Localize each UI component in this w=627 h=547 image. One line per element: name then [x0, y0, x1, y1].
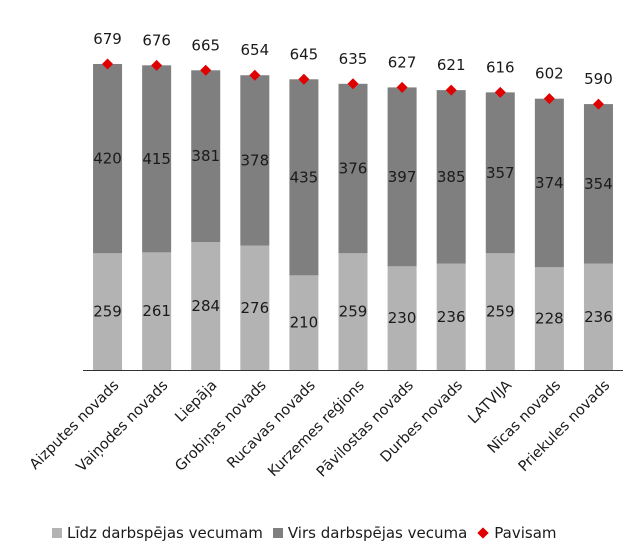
bar-upper-2: [191, 70, 221, 243]
legend-label-upper: Virs darbspējas vecuma: [287, 524, 468, 542]
category-label-8: LATVIJA: [465, 377, 515, 427]
label-lower-9: 228: [535, 310, 564, 328]
label-upper-9: 374: [535, 174, 564, 192]
label-lower-2: 284: [191, 297, 220, 315]
label-total-9: 602: [535, 65, 564, 83]
category-label-1: Vaiņodes novads: [74, 378, 172, 476]
bar-upper-3: [240, 75, 270, 246]
label-lower-4: 210: [290, 314, 319, 332]
label-upper-3: 378: [240, 151, 269, 169]
category-label-7: Durbes novads: [378, 378, 466, 466]
category-label-4: Rucavas novads: [224, 378, 318, 472]
total-marker-3: [249, 69, 261, 81]
bar-lower-8: [485, 253, 515, 370]
label-lower-10: 236: [584, 308, 613, 326]
bar-lower-3: [240, 245, 270, 370]
category-label-2: Liepāja: [172, 378, 220, 426]
label-upper-6: 397: [388, 168, 417, 186]
bar-upper-1: [142, 65, 172, 253]
label-total-2: 665: [191, 36, 220, 54]
legend-label-total: Pavisam: [494, 524, 557, 542]
legend: Līdz darbspējas vecumam Virs darbspējas …: [52, 524, 557, 542]
category-label-10: Priekules novads: [516, 378, 614, 476]
total-marker-5: [347, 78, 359, 90]
label-total-4: 645: [290, 45, 319, 63]
legend-swatch-lower: [52, 528, 62, 538]
label-total-5: 635: [339, 50, 368, 68]
label-upper-2: 381: [191, 147, 220, 165]
label-upper-10: 354: [584, 175, 613, 193]
bar-lower-6: [387, 266, 417, 370]
bar-lower-10: [583, 263, 613, 370]
label-total-6: 627: [388, 53, 417, 71]
label-lower-0: 259: [93, 303, 122, 321]
legend-diamond-icon: [477, 527, 489, 539]
total-marker-8: [494, 86, 506, 98]
label-upper-7: 385: [437, 168, 466, 186]
legend-label-lower: Līdz darbspējas vecumam: [67, 524, 263, 542]
bar-upper-4: [289, 79, 319, 276]
label-total-10: 590: [584, 70, 613, 88]
category-label-6: Pāvilostas novads: [314, 378, 417, 481]
total-marker-6: [396, 81, 408, 93]
bar-upper-10: [583, 104, 613, 264]
total-marker-7: [445, 84, 457, 96]
total-marker-2: [200, 64, 212, 76]
label-upper-8: 357: [486, 164, 515, 182]
legend-item-upper: Virs darbspējas vecuma: [272, 524, 468, 542]
total-marker-9: [543, 93, 555, 105]
bar-lower-4: [289, 275, 319, 370]
stacked-bar-chart: 259 420 679 Aizputes novads 261 415 676 Vaiņode…: [27, 30, 623, 481]
category-label-5: Kurzemes reģions: [265, 378, 368, 481]
label-upper-5: 376: [339, 160, 368, 178]
label-total-1: 676: [142, 31, 171, 49]
legend-item-total: Pavisam: [477, 524, 557, 542]
total-marker-10: [592, 98, 604, 110]
label-lower-8: 259: [486, 303, 515, 321]
label-lower-6: 230: [388, 309, 417, 327]
bar-upper-0: [93, 63, 123, 254]
bar-lower-2: [191, 242, 221, 370]
total-marker-4: [298, 73, 310, 85]
label-upper-1: 415: [142, 150, 171, 168]
label-upper-4: 435: [290, 168, 319, 186]
bar-lower-9: [534, 267, 564, 370]
bar-upper-8: [485, 92, 515, 254]
label-total-0: 679: [93, 30, 122, 48]
category-label-0: Aizputes novads: [27, 378, 122, 473]
bar-lower-0: [93, 253, 123, 370]
label-lower-3: 276: [240, 299, 269, 317]
bar-upper-7: [436, 90, 466, 264]
legend-swatch-upper: [272, 528, 283, 538]
bar-lower-7: [436, 263, 466, 370]
bar-lower-1: [142, 252, 172, 370]
label-lower-1: 261: [142, 302, 171, 320]
label-total-8: 616: [486, 58, 515, 76]
label-lower-5: 259: [339, 303, 368, 321]
label-total-7: 621: [437, 56, 466, 74]
bar-upper-5: [338, 83, 368, 254]
bar-lower-5: [338, 253, 368, 370]
label-lower-7: 236: [437, 308, 466, 326]
bar-upper-6: [387, 87, 417, 267]
label-upper-0: 420: [93, 150, 122, 168]
category-label-3: Grobiņas novads: [172, 378, 269, 475]
total-marker-0: [102, 58, 114, 70]
total-marker-1: [151, 59, 163, 71]
bar-upper-9: [534, 98, 564, 268]
legend-item-lower: Līdz darbspējas vecumam: [52, 524, 263, 542]
label-total-3: 654: [240, 41, 269, 59]
